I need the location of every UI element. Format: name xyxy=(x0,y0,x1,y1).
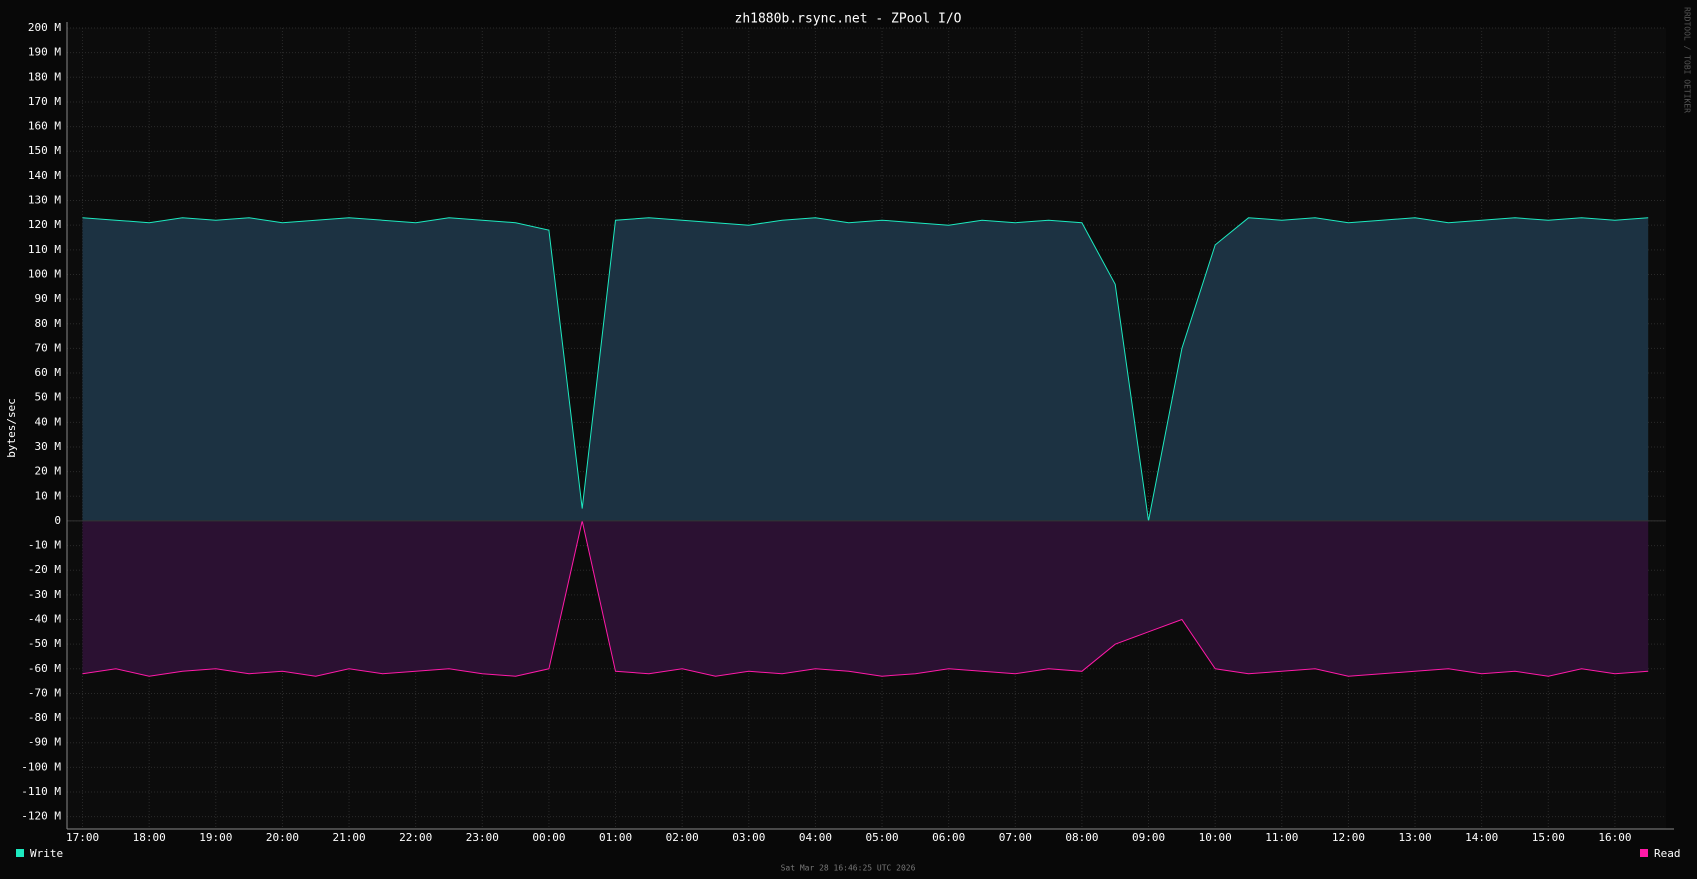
x-tick-label: 16:00 xyxy=(1598,831,1631,844)
x-tick-label: 11:00 xyxy=(1265,831,1298,844)
x-tick-label: 01:00 xyxy=(599,831,632,844)
x-tick-label: 06:00 xyxy=(932,831,965,844)
y-tick-label: 150 M xyxy=(28,144,61,157)
y-tick-label: 50 M xyxy=(35,391,62,404)
x-tick-label: 21:00 xyxy=(332,831,365,844)
y-axis-label: bytes/sec xyxy=(5,398,18,458)
x-tick-label: 18:00 xyxy=(133,831,166,844)
y-tick-label: 80 M xyxy=(35,317,62,330)
x-tick-label: 10:00 xyxy=(1199,831,1232,844)
legend-label: Read xyxy=(1654,847,1681,860)
y-tick-label: 160 M xyxy=(28,120,61,133)
y-tick-label: -20 M xyxy=(28,563,61,576)
y-tick-label: -90 M xyxy=(28,736,61,749)
y-tick-label: -10 M xyxy=(28,539,61,552)
y-tick-label: 60 M xyxy=(35,366,62,379)
x-tick-label: 23:00 xyxy=(466,831,499,844)
x-tick-label: 02:00 xyxy=(666,831,699,844)
area xyxy=(82,217,1649,521)
y-tick-label: -70 M xyxy=(28,686,61,699)
x-tick-label: 08:00 xyxy=(1065,831,1098,844)
x-tick-label: 20:00 xyxy=(266,831,299,844)
footer: Sat Mar 28 16:46:25 UTC 2026 xyxy=(781,864,916,873)
y-tick-label: -120 M xyxy=(21,810,61,823)
y-tick-label: 130 M xyxy=(28,194,61,207)
y-tick-label: 200 M xyxy=(28,21,61,34)
line xyxy=(82,217,1649,521)
x-tick-label: 05:00 xyxy=(865,831,898,844)
y-tick-label: 30 M xyxy=(35,440,62,453)
y-tick-label: 20 M xyxy=(35,465,62,478)
x-tick-label: 09:00 xyxy=(1132,831,1165,844)
x-tick-label: 03:00 xyxy=(732,831,765,844)
y-tick-label: 140 M xyxy=(28,169,61,182)
y-tick-label: 100 M xyxy=(28,267,61,280)
x-tick-label: 22:00 xyxy=(399,831,432,844)
legend-swatch xyxy=(16,849,24,857)
y-tick-label: 40 M xyxy=(35,415,62,428)
y-tick-label: -110 M xyxy=(21,785,61,798)
y-tick-label: 190 M xyxy=(28,46,61,59)
x-tick-label: 15:00 xyxy=(1532,831,1565,844)
y-tick-label: 180 M xyxy=(28,70,61,83)
watermark: RRDTOOL / TOBI OETIKER xyxy=(1683,7,1692,113)
y-tick-label: -40 M xyxy=(28,613,61,626)
x-tick-label: 00:00 xyxy=(532,831,565,844)
y-tick-label: -30 M xyxy=(28,588,61,601)
y-tick-label: -100 M xyxy=(21,760,61,773)
x-tick-label: 13:00 xyxy=(1398,831,1431,844)
x-tick-label: 19:00 xyxy=(199,831,232,844)
area xyxy=(82,520,1649,677)
x-tick-label: 04:00 xyxy=(799,831,832,844)
x-tick-label: 07:00 xyxy=(999,831,1032,844)
x-tick-label: 12:00 xyxy=(1332,831,1365,844)
y-tick-label: 90 M xyxy=(35,292,62,305)
y-tick-label: 10 M xyxy=(35,489,62,502)
x-tick-label: 14:00 xyxy=(1465,831,1498,844)
y-tick-label: -80 M xyxy=(28,711,61,724)
legend-swatch xyxy=(1640,849,1648,857)
chart-title: zh1880b.rsync.net - ZPool I/O xyxy=(735,12,962,27)
y-tick-label: -60 M xyxy=(28,662,61,675)
y-tick-label: -50 M xyxy=(28,637,61,650)
y-tick-label: 110 M xyxy=(28,243,61,256)
y-tick-label: 70 M xyxy=(35,341,62,354)
line xyxy=(82,520,1649,677)
y-tick-label: 0 xyxy=(54,514,61,527)
x-tick-label: 17:00 xyxy=(66,831,99,844)
legend-label: Write xyxy=(30,847,63,860)
y-tick-label: 120 M xyxy=(28,218,61,231)
y-tick-label: 170 M xyxy=(28,95,61,108)
